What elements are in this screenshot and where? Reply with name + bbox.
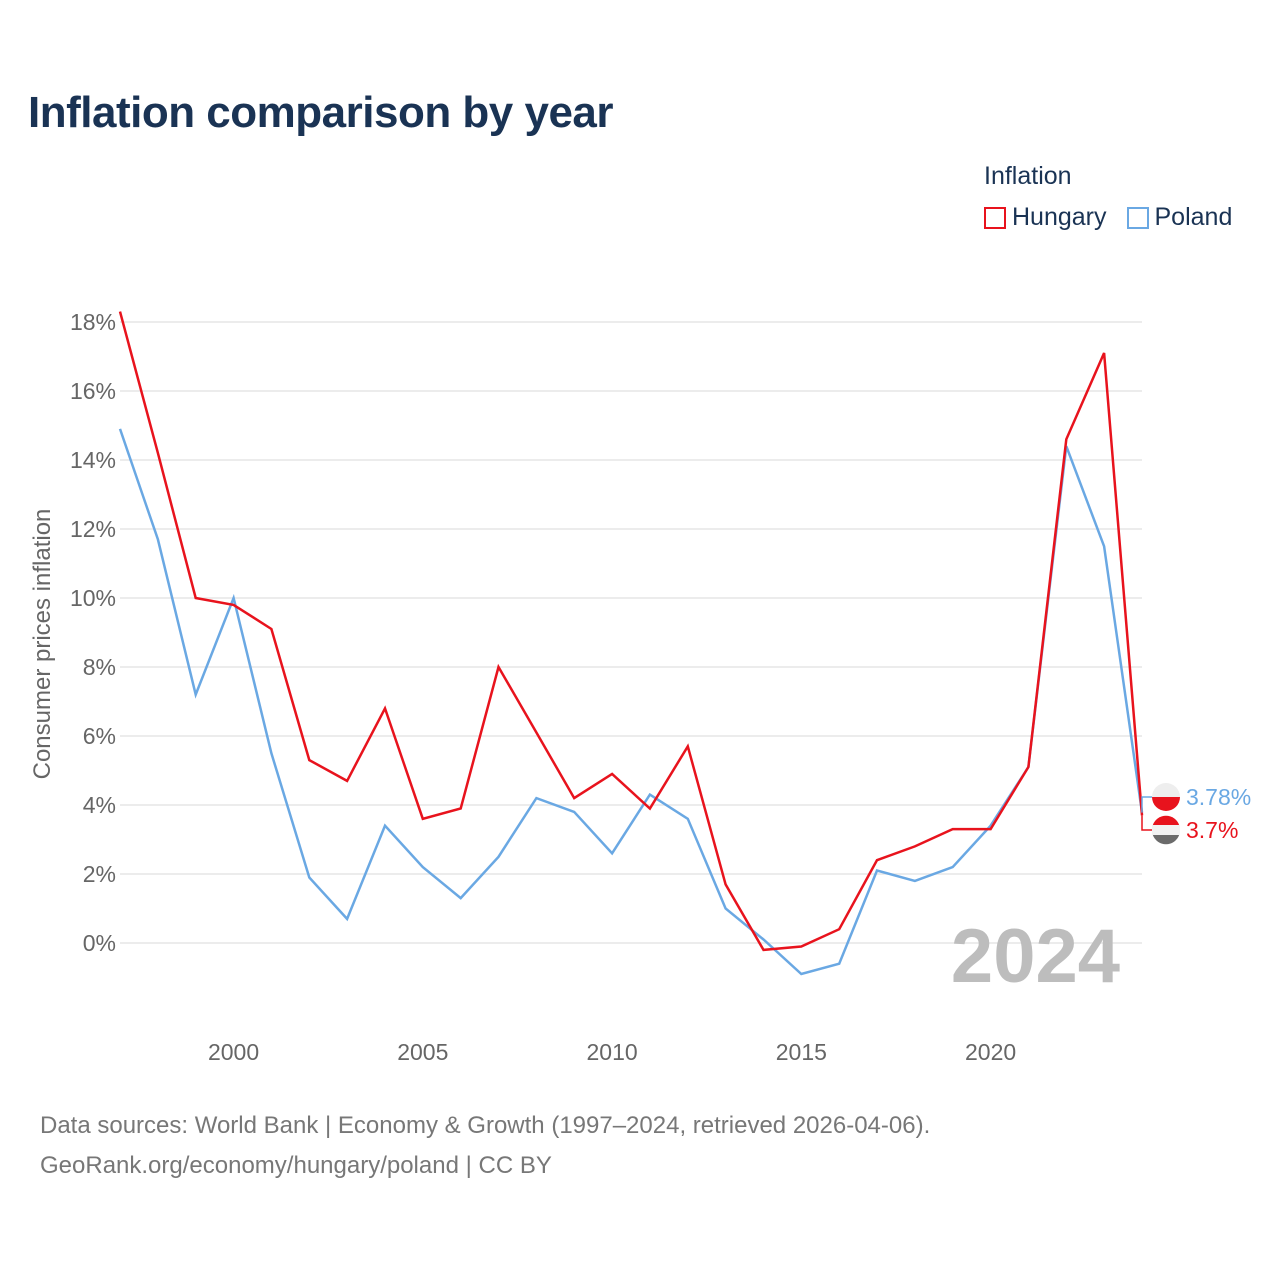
footer: Data sources: World Bank | Economy & Gro… [40, 1106, 930, 1186]
legend-title: Inflation [984, 162, 1072, 190]
footer-link[interactable]: GeoRank.org/economy/hungary/poland | CC … [40, 1152, 552, 1179]
hungary-flag-icon [1152, 815, 1180, 845]
footer-sources: Data sources: World Bank | Economy & Gro… [40, 1112, 931, 1139]
y-tick-label: 2% [83, 861, 116, 887]
y-tick-label: 12% [70, 516, 116, 542]
year-watermark: 2024 [951, 914, 1120, 999]
series-line-hungary [118, 311, 1144, 952]
series-lines [118, 311, 1144, 976]
legend-swatch-hungary [984, 206, 1006, 229]
poland-flag-icon [1152, 783, 1180, 811]
chart-title: Inflation comparison by year [28, 88, 614, 137]
end-labels: 3.78% 3.7% [1141, 783, 1251, 845]
x-tick-label: 2000 [208, 1039, 259, 1065]
legend-item-poland[interactable]: Poland [1126, 203, 1233, 232]
legend-item-hungary[interactable]: Hungary [984, 203, 1107, 232]
y-axis: 0% 2% 4% 6% 8% 10% 12% 14% 16% 18% [70, 309, 116, 956]
y-tick-label: 0% [83, 930, 116, 956]
x-tick-label: 2020 [965, 1039, 1016, 1065]
y-tick-label: 16% [70, 378, 116, 404]
legend-label-hungary: Hungary [1012, 203, 1107, 231]
y-tick-label: 8% [83, 654, 116, 680]
y-tick-label: 4% [83, 792, 116, 818]
y-tick-label: 6% [83, 723, 116, 749]
y-axis-label: Consumer prices inflation [29, 509, 56, 780]
y-tick-label: 18% [70, 309, 116, 335]
y-tick-label: 10% [70, 585, 116, 611]
end-label-poland: 3.78% [1186, 784, 1251, 810]
x-tick-label: 2005 [397, 1039, 448, 1065]
leader-line-hungary [1141, 815, 1152, 831]
grid [120, 321, 1142, 944]
legend-swatch-poland [1126, 206, 1149, 229]
y-tick-label: 14% [70, 447, 116, 473]
legend-label-poland: Poland [1154, 203, 1233, 231]
end-label-hungary: 3.7% [1186, 817, 1238, 843]
leader-line-poland [1141, 796, 1152, 813]
series-line-poland [118, 428, 1144, 976]
x-axis: 2000 2005 2010 2015 2020 [208, 1039, 1016, 1065]
x-tick-label: 2010 [586, 1039, 637, 1065]
x-tick-label: 2015 [776, 1039, 827, 1065]
legend: Inflation Hungary Poland [984, 162, 1232, 232]
